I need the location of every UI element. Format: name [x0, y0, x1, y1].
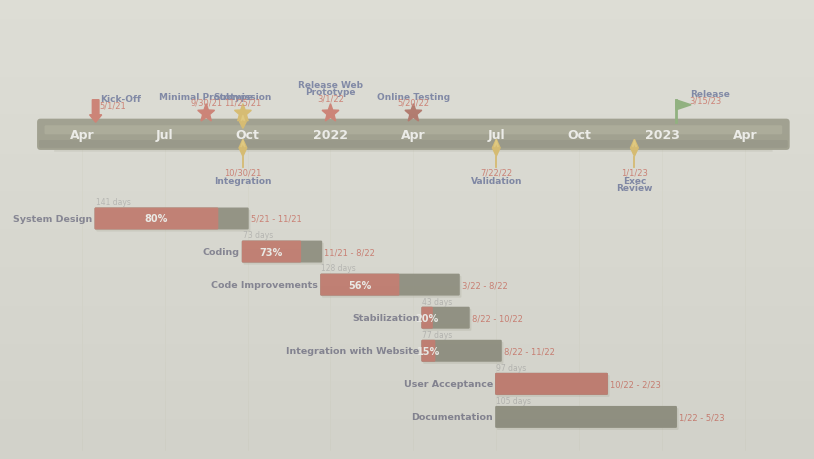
FancyBboxPatch shape [39, 141, 788, 149]
Text: 43 days: 43 days [422, 297, 453, 306]
Text: Integration: Integration [214, 176, 272, 185]
FancyBboxPatch shape [495, 373, 608, 395]
Text: Coding: Coding [203, 247, 239, 257]
FancyBboxPatch shape [422, 307, 470, 329]
Text: User Acceptance: User Acceptance [404, 380, 493, 388]
Text: 80%: 80% [145, 214, 168, 224]
Text: Release Web: Release Web [298, 81, 363, 90]
Text: 15%: 15% [417, 346, 440, 356]
Text: Code Improvements: Code Improvements [211, 280, 318, 290]
Text: 128 days: 128 days [322, 264, 356, 273]
Text: 3/15/23: 3/15/23 [689, 96, 722, 105]
Polygon shape [239, 116, 246, 129]
Text: 7/22/22: 7/22/22 [480, 168, 512, 178]
FancyBboxPatch shape [422, 307, 433, 329]
Text: Oct: Oct [236, 129, 260, 141]
Text: Apr: Apr [401, 129, 426, 141]
FancyBboxPatch shape [45, 126, 782, 135]
Text: 8/22 - 10/22: 8/22 - 10/22 [472, 313, 523, 323]
Text: Jul: Jul [156, 129, 173, 141]
Text: Release: Release [689, 90, 729, 98]
Text: 20%: 20% [415, 313, 439, 323]
Text: Apr: Apr [69, 129, 94, 141]
Text: 3/1/22: 3/1/22 [317, 94, 344, 103]
Polygon shape [631, 140, 638, 157]
Text: 10/30/21: 10/30/21 [224, 168, 261, 178]
Text: System Design: System Design [13, 214, 92, 224]
Text: Jul: Jul [488, 129, 505, 141]
FancyBboxPatch shape [96, 210, 251, 232]
Text: 2022: 2022 [313, 129, 348, 141]
Text: 5/1/21: 5/1/21 [100, 101, 126, 111]
Text: Submission: Submission [214, 92, 272, 101]
FancyBboxPatch shape [495, 406, 677, 428]
Text: Apr: Apr [733, 129, 757, 141]
Polygon shape [241, 140, 245, 148]
Text: 8/22 - 11/22: 8/22 - 11/22 [504, 347, 555, 355]
Text: 73%: 73% [260, 247, 283, 257]
Text: Review: Review [616, 184, 653, 193]
Text: 56%: 56% [348, 280, 371, 290]
Text: 141 days: 141 days [95, 198, 130, 207]
Text: 73 days: 73 days [243, 231, 274, 240]
FancyBboxPatch shape [94, 208, 218, 230]
FancyBboxPatch shape [320, 274, 460, 296]
FancyBboxPatch shape [422, 340, 435, 362]
FancyBboxPatch shape [243, 243, 324, 265]
Text: 11/25/21: 11/25/21 [225, 98, 261, 107]
FancyBboxPatch shape [320, 274, 400, 296]
FancyBboxPatch shape [55, 148, 772, 152]
Text: Validation: Validation [470, 176, 522, 185]
FancyBboxPatch shape [94, 208, 249, 230]
Text: 9/30/21: 9/30/21 [190, 98, 222, 107]
Text: Stabilization: Stabilization [352, 313, 419, 323]
FancyBboxPatch shape [423, 309, 471, 331]
FancyBboxPatch shape [242, 241, 301, 263]
Polygon shape [405, 104, 422, 122]
Polygon shape [322, 104, 339, 122]
FancyBboxPatch shape [37, 119, 790, 151]
Text: Exec: Exec [623, 176, 646, 185]
Polygon shape [492, 140, 500, 157]
Text: 11/21 - 8/22: 11/21 - 8/22 [325, 247, 375, 257]
Text: Oct: Oct [567, 129, 591, 141]
Text: 5/21 - 11/21: 5/21 - 11/21 [251, 214, 302, 224]
FancyBboxPatch shape [495, 373, 608, 395]
Polygon shape [239, 140, 247, 157]
FancyBboxPatch shape [423, 342, 503, 364]
FancyBboxPatch shape [497, 408, 679, 430]
Polygon shape [198, 104, 215, 122]
Text: 10/22 - 2/23: 10/22 - 2/23 [610, 380, 661, 388]
Text: 1/1/23: 1/1/23 [621, 168, 648, 178]
Text: 77 days: 77 days [422, 330, 453, 339]
Text: Documentation: Documentation [411, 413, 493, 421]
Polygon shape [676, 101, 691, 111]
Polygon shape [494, 140, 498, 148]
FancyBboxPatch shape [497, 375, 610, 397]
Text: Online Testing: Online Testing [377, 92, 450, 101]
Text: 3/22 - 8/22: 3/22 - 8/22 [462, 280, 508, 290]
FancyBboxPatch shape [422, 340, 501, 362]
FancyBboxPatch shape [322, 276, 462, 298]
Text: Kick-Off: Kick-Off [100, 95, 141, 103]
Text: 1/22 - 5/23: 1/22 - 5/23 [679, 413, 724, 421]
Text: 5/20/22: 5/20/22 [397, 98, 429, 107]
Polygon shape [241, 116, 244, 122]
Text: Minimal Prototype: Minimal Prototype [160, 92, 253, 101]
Text: 2023: 2023 [645, 129, 680, 141]
Text: Integration with Website: Integration with Website [286, 347, 419, 355]
Text: Prototype: Prototype [305, 88, 356, 96]
Polygon shape [632, 140, 637, 148]
Polygon shape [234, 104, 252, 122]
Text: 105 days: 105 days [497, 396, 532, 405]
Text: 97 days: 97 days [497, 363, 527, 372]
FancyBboxPatch shape [242, 241, 322, 263]
Polygon shape [90, 101, 102, 123]
